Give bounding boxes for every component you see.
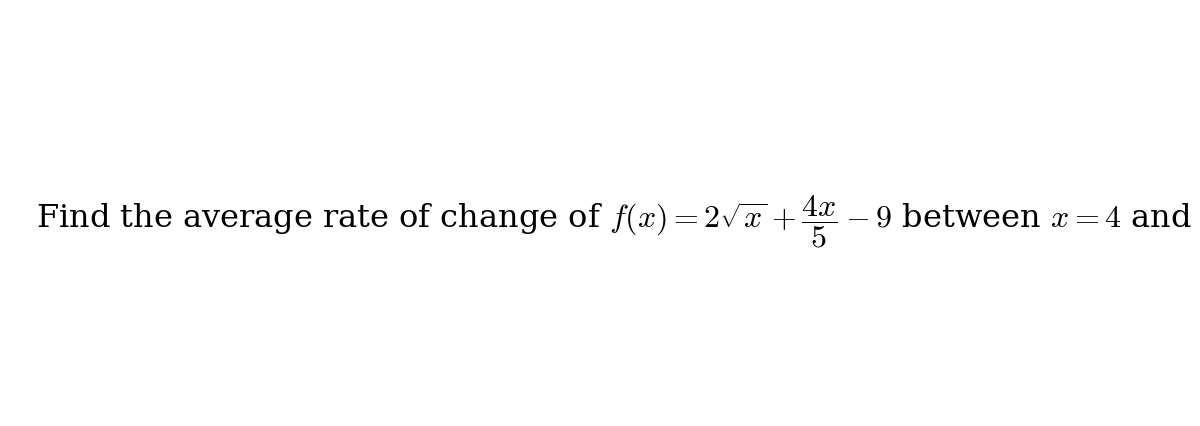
- Text: Find the average rate of change of $f(x) = 2\sqrt{x} + \dfrac{4x}{5} - 9$ betwee: Find the average rate of change of $f(x)…: [36, 193, 1200, 250]
